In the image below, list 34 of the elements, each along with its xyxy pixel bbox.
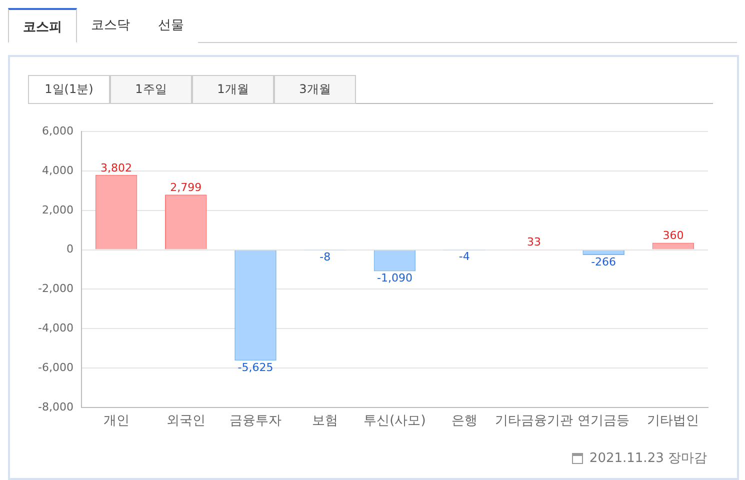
- x-tick-label: 연기금등: [578, 414, 630, 429]
- text: 코스닥: [77, 8, 144, 43]
- x-tick-label: 투신(사모): [364, 414, 426, 429]
- data-label: -4: [458, 250, 470, 264]
- text: 1주일: [110, 75, 192, 104]
- data-label: 33: [526, 236, 541, 249]
- y-tick-label: -4,000: [38, 321, 74, 334]
- y-tick-label: -2,000: [38, 282, 74, 296]
- y-tick-label: 4,000: [42, 164, 74, 177]
- x-tick-label: 개인: [103, 414, 130, 429]
- data-label: 2,799: [170, 181, 202, 194]
- text: 코스피: [8, 8, 77, 43]
- x-tick-label: 보험: [312, 414, 338, 429]
- text: 1일(1분): [28, 75, 110, 104]
- text: 3개월: [274, 75, 356, 104]
- data-label: 360: [662, 229, 684, 242]
- x-tick-label: 은행: [451, 414, 478, 429]
- data-label: -1,090: [376, 272, 412, 285]
- text: 1개월: [192, 75, 274, 104]
- y-tick-label: -6,000: [38, 360, 74, 374]
- x-tick-label: 외국인: [166, 414, 206, 429]
- text: 선물: [144, 8, 198, 43]
- y-tick-label: -8,000: [38, 400, 74, 414]
- y-tick-label: 6,000: [42, 124, 74, 138]
- data-label: 3,802: [100, 161, 132, 174]
- text: 2021.11.23 장마감: [589, 450, 707, 467]
- x-tick-label: 기타법인: [647, 414, 700, 429]
- data-label: -8: [320, 250, 331, 264]
- x-tick-label: 금융투자: [230, 414, 282, 429]
- data-label: -266: [591, 255, 616, 268]
- data-label: -5,625: [238, 360, 274, 374]
- y-tick-label: 2,000: [42, 203, 74, 216]
- y-tick-label: 0: [66, 242, 74, 256]
- x-tick-label: 기타금융기관: [494, 414, 573, 429]
